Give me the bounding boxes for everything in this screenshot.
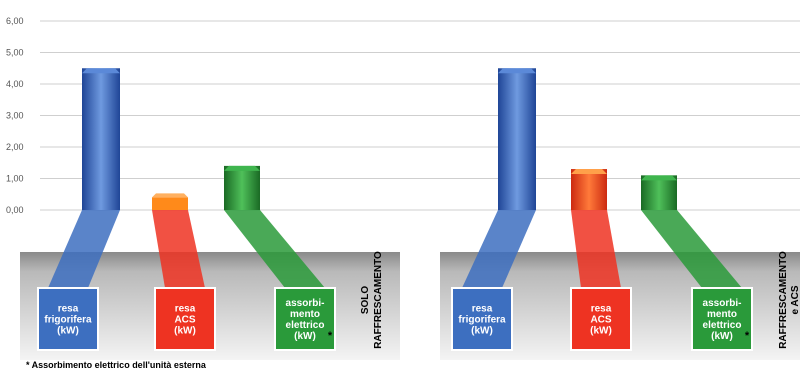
bar-body (152, 197, 188, 210)
group-label: RAFFRESCAMENTO (373, 251, 384, 349)
ribbon (571, 210, 621, 288)
category-box-label: (kW) (711, 331, 733, 342)
bar-cap (152, 193, 188, 198)
category-box-label: elettrico (286, 320, 325, 331)
y-axis-ticks: 6,00 5,00 4,00 3,00 2,00 1,00 0,00 (6, 16, 24, 215)
ribbon (462, 210, 536, 288)
category-box-frame (691, 287, 753, 351)
ribbon (224, 210, 325, 288)
category-box-frame (570, 287, 632, 351)
bar-body (224, 165, 260, 210)
y-tick-label: 3,00 (6, 111, 24, 121)
category-box-label: resa (472, 304, 493, 315)
bar-cap (82, 68, 120, 74)
category-box-frame (274, 287, 336, 351)
bar-cap (224, 165, 260, 171)
category-box-label: (kW) (174, 326, 196, 337)
footnote-star: * (745, 330, 750, 342)
ribbon (48, 210, 120, 288)
bar (571, 169, 607, 210)
y-tick-label: 4,00 (6, 79, 24, 89)
category-box-label: (kW) (294, 331, 316, 342)
bar (224, 165, 260, 210)
category-box-label: assorbi- (286, 298, 325, 309)
category-box-label: resa (58, 304, 79, 315)
footnote-star: * (328, 330, 333, 342)
ribbon (641, 210, 742, 288)
category-box-label: ACS (174, 315, 195, 326)
bar-body (641, 175, 677, 210)
category-box-label: resa (175, 304, 196, 315)
y-tick-label: 2,00 (6, 142, 24, 152)
bar-body (82, 68, 120, 210)
bars (82, 68, 677, 210)
bar-cap (498, 68, 536, 74)
bar (498, 68, 536, 210)
category-box-label: mento (707, 309, 737, 320)
category-box-label: (kW) (590, 326, 612, 337)
ribbons (48, 210, 742, 288)
footnote: * Assorbimento elettrico dell'unità este… (26, 360, 207, 370)
category-box-label: ACS (590, 315, 611, 326)
category-box-frame (37, 287, 99, 351)
grid-lines (40, 20, 800, 211)
category-boxes: resafrigorifera(kW)resaACS(kW)assorbi-me… (37, 287, 753, 351)
y-tick-label: 0,00 (6, 205, 24, 215)
bar (152, 193, 188, 210)
y-tick-label: 1,00 (6, 174, 24, 184)
category-box-label: (kW) (57, 326, 79, 337)
bar-cap (571, 169, 607, 175)
base-panels (20, 252, 800, 360)
category-box-label: frigorifera (458, 315, 506, 326)
category-box-label: assorbi- (703, 298, 742, 309)
ribbon (152, 210, 205, 288)
category-box-frame (451, 287, 513, 351)
y-tick-label: 5,00 (6, 48, 24, 58)
group-label: SOLO (360, 286, 371, 315)
group-label: RAFFRESCAMENTO (778, 251, 789, 349)
group-label: e ACS (790, 285, 800, 314)
group-labels: SOLO RAFFRESCAMENTO RAFFRESCAMENTO e ACS (360, 251, 800, 349)
category-box-label: elettrico (703, 320, 742, 331)
bar (641, 175, 677, 210)
bar-cap (641, 175, 677, 181)
category-box-label: frigorifera (44, 315, 92, 326)
category-box-frame (154, 287, 216, 351)
bar-body (571, 169, 607, 210)
y-tick-label: 6,00 (6, 16, 24, 26)
category-box-label: resa (591, 304, 612, 315)
category-box-label: (kW) (471, 326, 493, 337)
bar (82, 68, 120, 210)
category-box-label: mento (290, 309, 320, 320)
bar-body (498, 68, 536, 210)
